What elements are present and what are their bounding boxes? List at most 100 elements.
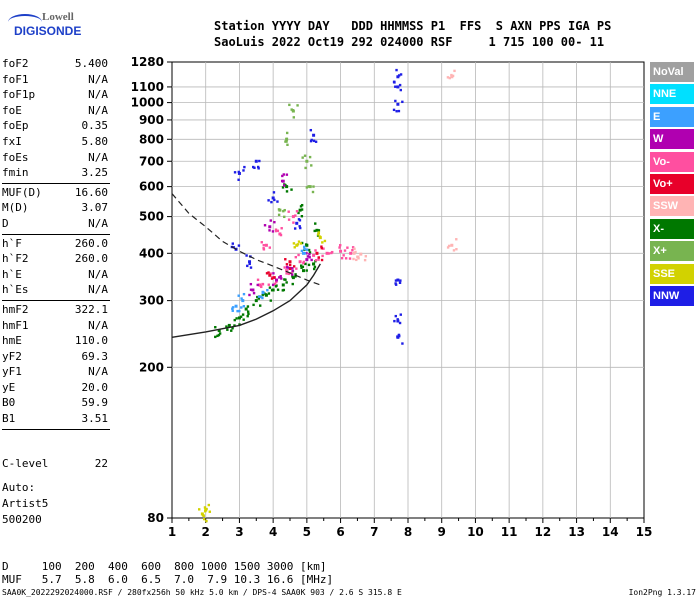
echo-point	[263, 224, 267, 227]
y-tick-label: 200	[139, 360, 164, 374]
echo-point	[241, 313, 245, 316]
echo-point	[238, 323, 241, 326]
param-value: N/A	[88, 365, 108, 379]
echo-point	[257, 167, 260, 170]
param-value: 5.400	[74, 57, 108, 70]
echo-point	[322, 247, 325, 250]
echo-point	[317, 229, 321, 232]
echo-point	[283, 266, 286, 269]
echo-point	[269, 299, 272, 302]
echo-point	[280, 179, 284, 183]
c-level-value: 22	[94, 457, 108, 470]
echo-point	[396, 102, 400, 106]
echo-point	[310, 138, 313, 142]
autoscaling-info: Auto: Artist5 500200	[2, 480, 48, 528]
param-label: hmE	[2, 334, 22, 348]
param-value: N/A	[88, 318, 108, 332]
echo-point	[314, 222, 317, 225]
logo-digisonde: DIGISONDE	[14, 24, 82, 38]
param-row: MUF(D) 16.60	[2, 185, 110, 201]
param-value: 260.0	[74, 236, 108, 250]
echo-point	[283, 215, 286, 219]
echo-point	[303, 252, 307, 255]
echo-point	[237, 178, 240, 181]
param-value: 0.35	[81, 119, 109, 133]
echo-point	[243, 165, 246, 169]
param-row: B1 3.51	[2, 411, 110, 427]
echo-point	[297, 211, 300, 215]
param-value: 69.3	[81, 349, 109, 363]
echo-point	[396, 75, 400, 78]
echo-point	[242, 169, 245, 172]
x-tick-label: 10	[467, 525, 484, 539]
echo-point	[202, 514, 205, 518]
echo-point	[288, 103, 291, 107]
x-tick-label: 5	[303, 525, 311, 539]
echo-point	[395, 110, 398, 113]
logo-arc-icon	[8, 14, 42, 30]
legend-item-voplus: Vo+	[650, 173, 694, 194]
echo-point	[300, 264, 303, 267]
x-tick-label: 4	[269, 525, 277, 539]
echo-point	[394, 314, 398, 318]
echo-point	[305, 269, 308, 272]
echo-point	[455, 238, 458, 241]
echo-point	[300, 266, 303, 269]
echo-point	[348, 257, 352, 260]
echo-point	[310, 164, 313, 167]
echo-point	[260, 295, 263, 299]
param-label: h`F2	[2, 252, 29, 266]
echo-point	[266, 288, 269, 292]
echo-point	[395, 68, 398, 72]
auto-label: Auto:	[2, 481, 36, 494]
param-value: 16.60	[74, 185, 108, 199]
echo-point	[314, 140, 318, 143]
echo-point	[280, 277, 283, 280]
echo-point	[338, 246, 341, 249]
logo-lowell: Lowell	[42, 11, 74, 23]
echo-point	[252, 165, 255, 169]
echo-point	[268, 273, 272, 277]
echo-point	[304, 243, 308, 246]
echo-point	[270, 200, 273, 204]
echo-point	[351, 248, 354, 252]
echo-point	[282, 184, 286, 187]
param-row: foF1 N/A	[2, 72, 110, 88]
x-tick-label: 11	[501, 525, 518, 539]
echo-point	[257, 297, 261, 300]
echo-point	[258, 159, 261, 163]
echo-point	[355, 258, 358, 262]
echo-point	[314, 249, 317, 252]
param-label: M(D)	[2, 201, 29, 215]
echo-point	[254, 159, 258, 163]
echo-point	[257, 295, 261, 298]
echo-point	[305, 159, 309, 163]
echo-point	[216, 334, 219, 338]
legend-item-e: E	[650, 106, 694, 127]
echo-point	[279, 233, 283, 237]
echo-point	[267, 292, 271, 295]
echo-point	[317, 258, 320, 261]
echo-point	[271, 196, 275, 200]
echo-point	[321, 254, 324, 258]
x-tick-label: 2	[202, 525, 210, 539]
echo-point	[285, 140, 288, 143]
echo-point	[298, 225, 301, 228]
legend-item-vominus: Vo-	[650, 151, 694, 172]
echo-point	[281, 283, 285, 287]
echo-point	[207, 503, 211, 507]
x-tick-label: 1	[168, 525, 176, 539]
y-tick-label: 900	[139, 113, 164, 127]
param-row: foEs N/A	[2, 150, 110, 166]
echo-point	[283, 208, 286, 212]
x-tick-label: 13	[568, 525, 585, 539]
echo-point	[242, 292, 246, 296]
auto-artist: Artist5	[2, 497, 49, 510]
profile-curve	[171, 263, 321, 339]
echo-point	[288, 263, 292, 267]
echo-point	[261, 293, 264, 297]
echo-point	[214, 335, 217, 339]
echo-point	[339, 249, 343, 253]
echo-point	[214, 326, 217, 329]
param-label: fxI	[2, 134, 22, 148]
